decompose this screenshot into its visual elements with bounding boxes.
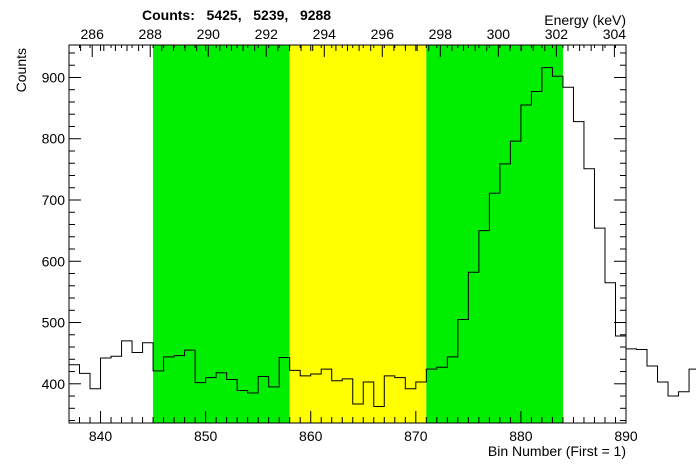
y-tick-label: 800 — [42, 131, 66, 147]
x-tick-label: 870 — [404, 428, 428, 444]
y-tick-label: 700 — [42, 192, 66, 208]
x2-tick-label: 288 — [139, 26, 163, 42]
x2-axis-title: Energy (keV) — [544, 12, 626, 28]
y-axis-title: Counts — [13, 48, 29, 92]
x-tick-label: 860 — [299, 428, 323, 444]
x2-tick-label: 298 — [429, 26, 453, 42]
x-tick-label: 840 — [89, 428, 113, 444]
x-axis-ticks: 840 850 860 870 880 890 — [68, 45, 638, 444]
x-tick-label: 880 — [509, 428, 533, 444]
x2-axis-ticks: 286 288 290 292 294 296 298 300 302 304 — [68, 26, 627, 57]
x2-tick-label: 304 — [603, 26, 627, 42]
x2-tick-label: 302 — [545, 26, 569, 42]
x2-tick-label: 296 — [371, 26, 395, 42]
x2-tick-label: 286 — [81, 26, 105, 42]
region-2 — [289, 45, 427, 423]
y-tick-label: 500 — [42, 315, 66, 331]
y-tick-label: 600 — [42, 253, 66, 269]
highlight-regions — [153, 45, 563, 423]
chart-title: Counts: 5425, 5239, 9288 — [142, 7, 331, 23]
x-tick-label: 850 — [194, 428, 218, 444]
histogram-line — [69, 67, 696, 407]
y-tick-label: 400 — [42, 376, 66, 392]
x2-tick-label: 294 — [313, 26, 337, 42]
x-tick-label: 890 — [614, 428, 638, 444]
x-axis-title: Bin Number (First = 1) — [488, 443, 626, 459]
x2-tick-label: 292 — [255, 26, 279, 42]
x2-tick-label: 290 — [197, 26, 221, 42]
y-axis-ticks: 400 500 600 700 800 900 — [42, 52, 626, 422]
histogram-series — [69, 67, 696, 407]
x2-tick-label: 300 — [487, 26, 511, 42]
y-tick-label: 900 — [42, 69, 66, 85]
region-1 — [153, 45, 290, 423]
region-3 — [426, 45, 563, 423]
